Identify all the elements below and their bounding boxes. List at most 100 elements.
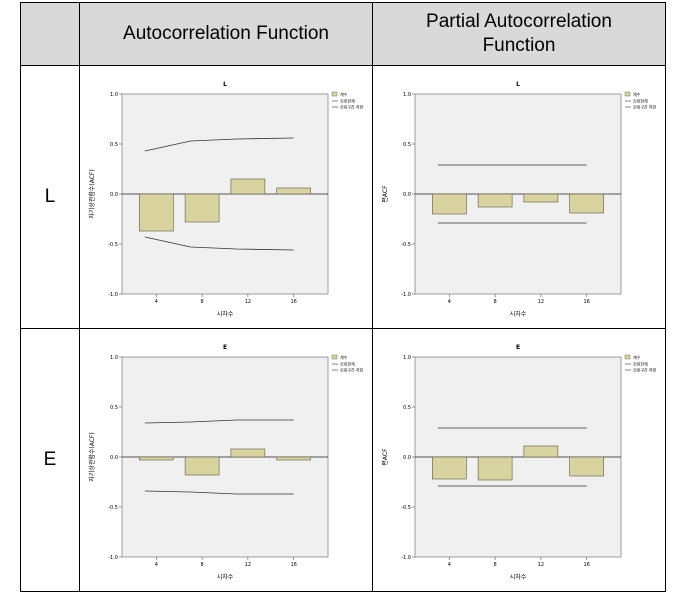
cell-e-pacf: E 1.0 0.5 0.0 -0.5 -1.0 편ACF 4 8 12 16 시차수 계수 신뢰한계 신뢰구… — [372, 328, 666, 592]
y-tick-label: 0.5 — [403, 405, 411, 411]
x-tick-label: 16 — [583, 299, 589, 305]
y-tick-label: -0.5 — [401, 505, 411, 511]
y-tick-label: -0.5 — [401, 242, 411, 248]
row-e: E E 1.0 0.5 0.0 -0.5 -1.0 자기상관함수(ACF) 4 8 12 16 시차수… — [20, 328, 666, 592]
acf-bar — [184, 456, 220, 476]
legend-label-coef: 계수 — [633, 354, 641, 360]
lower-confidence-line — [144, 490, 294, 495]
legend-label-coef: 계수 — [340, 91, 348, 97]
x-tick-label: 16 — [290, 562, 296, 568]
acf-bar — [477, 193, 513, 208]
x-tick-label: 4 — [155, 299, 158, 305]
header-row: Autocorrelation Function Partial Autocor… — [20, 2, 666, 66]
y-tick-label: 0.0 — [403, 192, 411, 198]
y-tick-label: -1.0 — [108, 292, 118, 298]
upper-confidence-line — [144, 419, 294, 424]
y-tick-label: 0.0 — [403, 455, 411, 461]
x-tick-label: 8 — [494, 299, 497, 305]
legend-swatch-coef — [331, 354, 338, 360]
y-axis-label: 편ACF — [381, 185, 389, 203]
y-axis-label: 자기상관함수(ACF) — [88, 432, 96, 481]
upper-confidence-line — [144, 137, 294, 152]
y-tick-label: -0.5 — [108, 505, 118, 511]
y-tick-label: 1.0 — [110, 355, 118, 361]
x-axis-label: 시차수 — [217, 310, 234, 318]
acf-bar — [139, 456, 174, 461]
acf-bar — [569, 456, 604, 477]
y-tick-label: 0.0 — [110, 455, 118, 461]
chart-title: L — [516, 81, 520, 88]
header-corner — [20, 2, 80, 66]
legend-label-coef: 계수 — [340, 354, 348, 360]
legend-label-lower: 신뢰구간 하한 — [633, 367, 657, 373]
chart-e-pacf: E 1.0 0.5 0.0 -0.5 -1.0 편ACF 4 8 12 16 시차수 계수신뢰한계신뢰구… — [381, 344, 657, 581]
y-tick-label: 0.5 — [110, 405, 118, 411]
legend-swatch-coef — [331, 91, 338, 97]
legend-swatch-coef — [624, 91, 631, 97]
lower-confidence-line — [144, 236, 294, 251]
acf-bar — [477, 456, 513, 481]
chart-title: E — [516, 344, 520, 351]
acf-bar — [523, 193, 559, 203]
x-tick-label: 12 — [538, 299, 544, 305]
x-tick-label: 4 — [155, 562, 158, 568]
legend-label-lower: 신뢰구간 하한 — [340, 104, 364, 110]
acf-bar — [276, 187, 311, 195]
y-tick-label: 0.0 — [110, 192, 118, 198]
x-tick-label: 4 — [448, 562, 451, 568]
cell-l-pacf: L 1.0 0.5 0.0 -0.5 -1.0 편ACF 4 8 12 16 시차수 계수 신뢰한계 신뢰구… — [372, 65, 666, 329]
x-tick-label: 16 — [583, 562, 589, 568]
x-tick-label: 12 — [245, 299, 251, 305]
x-tick-label: 8 — [494, 562, 497, 568]
legend-label-upper: 신뢰한계 — [340, 361, 355, 367]
legend-label-lower: 신뢰구간 하한 — [633, 104, 657, 110]
chart-l-acf: L 1.0 0.5 0.0 -0.5 -1.0 자기상관함수(ACF) 4 8 12 16 시차수 계수… — [88, 81, 364, 318]
x-axis-label: 시차수 — [510, 573, 527, 581]
acf-bar — [276, 456, 311, 461]
acf-bar — [432, 456, 467, 480]
acf-bar — [230, 448, 266, 458]
x-tick-label: 8 — [201, 562, 204, 568]
header-pacf: Partial Autocorrelation Function — [372, 2, 666, 66]
y-tick-label: -0.5 — [108, 242, 118, 248]
legend-label-upper: 신뢰한계 — [633, 98, 648, 104]
acf-bar — [139, 193, 174, 232]
row-label-e: E — [20, 328, 80, 592]
chart-l-pacf: L 1.0 0.5 0.0 -0.5 -1.0 편ACF 4 8 12 16 시차수 계수신뢰한계신뢰구… — [381, 81, 657, 318]
row-label-l: L — [20, 65, 80, 329]
y-tick-label: 0.5 — [110, 142, 118, 148]
chart-e-acf: E 1.0 0.5 0.0 -0.5 -1.0 자기상관함수(ACF) 4 8 12 16 시차수 계수… — [88, 344, 364, 581]
acf-bar — [230, 178, 266, 195]
cell-e-acf: E 1.0 0.5 0.0 -0.5 -1.0 자기상관함수(ACF) 4 8 12 16 시차수 계수… — [79, 328, 373, 592]
chart-title: E — [223, 344, 227, 351]
y-tick-label: 1.0 — [403, 355, 411, 361]
y-tick-label: 0.5 — [403, 142, 411, 148]
acf-bar — [569, 193, 604, 214]
header-acf: Autocorrelation Function — [79, 2, 373, 66]
header-pacf-label: Partial Autocorrelation Function — [426, 11, 612, 56]
legend-label-upper: 신뢰한계 — [633, 361, 648, 367]
header-acf-label: Autocorrelation Function — [123, 23, 329, 44]
y-tick-label: -1.0 — [108, 555, 118, 561]
acf-bar — [523, 445, 559, 458]
cell-l-acf: L 1.0 0.5 0.0 -0.5 -1.0 자기상관함수(ACF) 4 8 12 16 시차수 계수… — [79, 65, 373, 329]
y-tick-label: 1.0 — [110, 92, 118, 98]
y-tick-label: -1.0 — [401, 292, 411, 298]
y-tick-label: -1.0 — [401, 555, 411, 561]
x-tick-label: 16 — [290, 299, 296, 305]
legend-swatch-coef — [624, 354, 631, 360]
legend-label-upper: 신뢰한계 — [340, 98, 355, 104]
acf-pacf-table: Autocorrelation Function Partial Autocor… — [20, 2, 666, 592]
x-tick-label: 4 — [448, 299, 451, 305]
acf-bar — [432, 193, 467, 215]
y-axis-label: 자기상관함수(ACF) — [88, 169, 96, 218]
x-axis-label: 시차수 — [510, 310, 527, 318]
row-l: L L 1.0 0.5 0.0 -0.5 -1.0 자기상관함수(ACF) 4 8 12 16 시차수… — [20, 65, 666, 329]
y-axis-label: 편ACF — [381, 448, 389, 466]
legend-label-lower: 신뢰구간 하한 — [340, 367, 364, 373]
y-tick-label: 1.0 — [403, 92, 411, 98]
x-axis-label: 시차수 — [217, 573, 234, 581]
x-tick-label: 12 — [538, 562, 544, 568]
x-tick-label: 8 — [201, 299, 204, 305]
legend-label-coef: 계수 — [633, 91, 641, 97]
